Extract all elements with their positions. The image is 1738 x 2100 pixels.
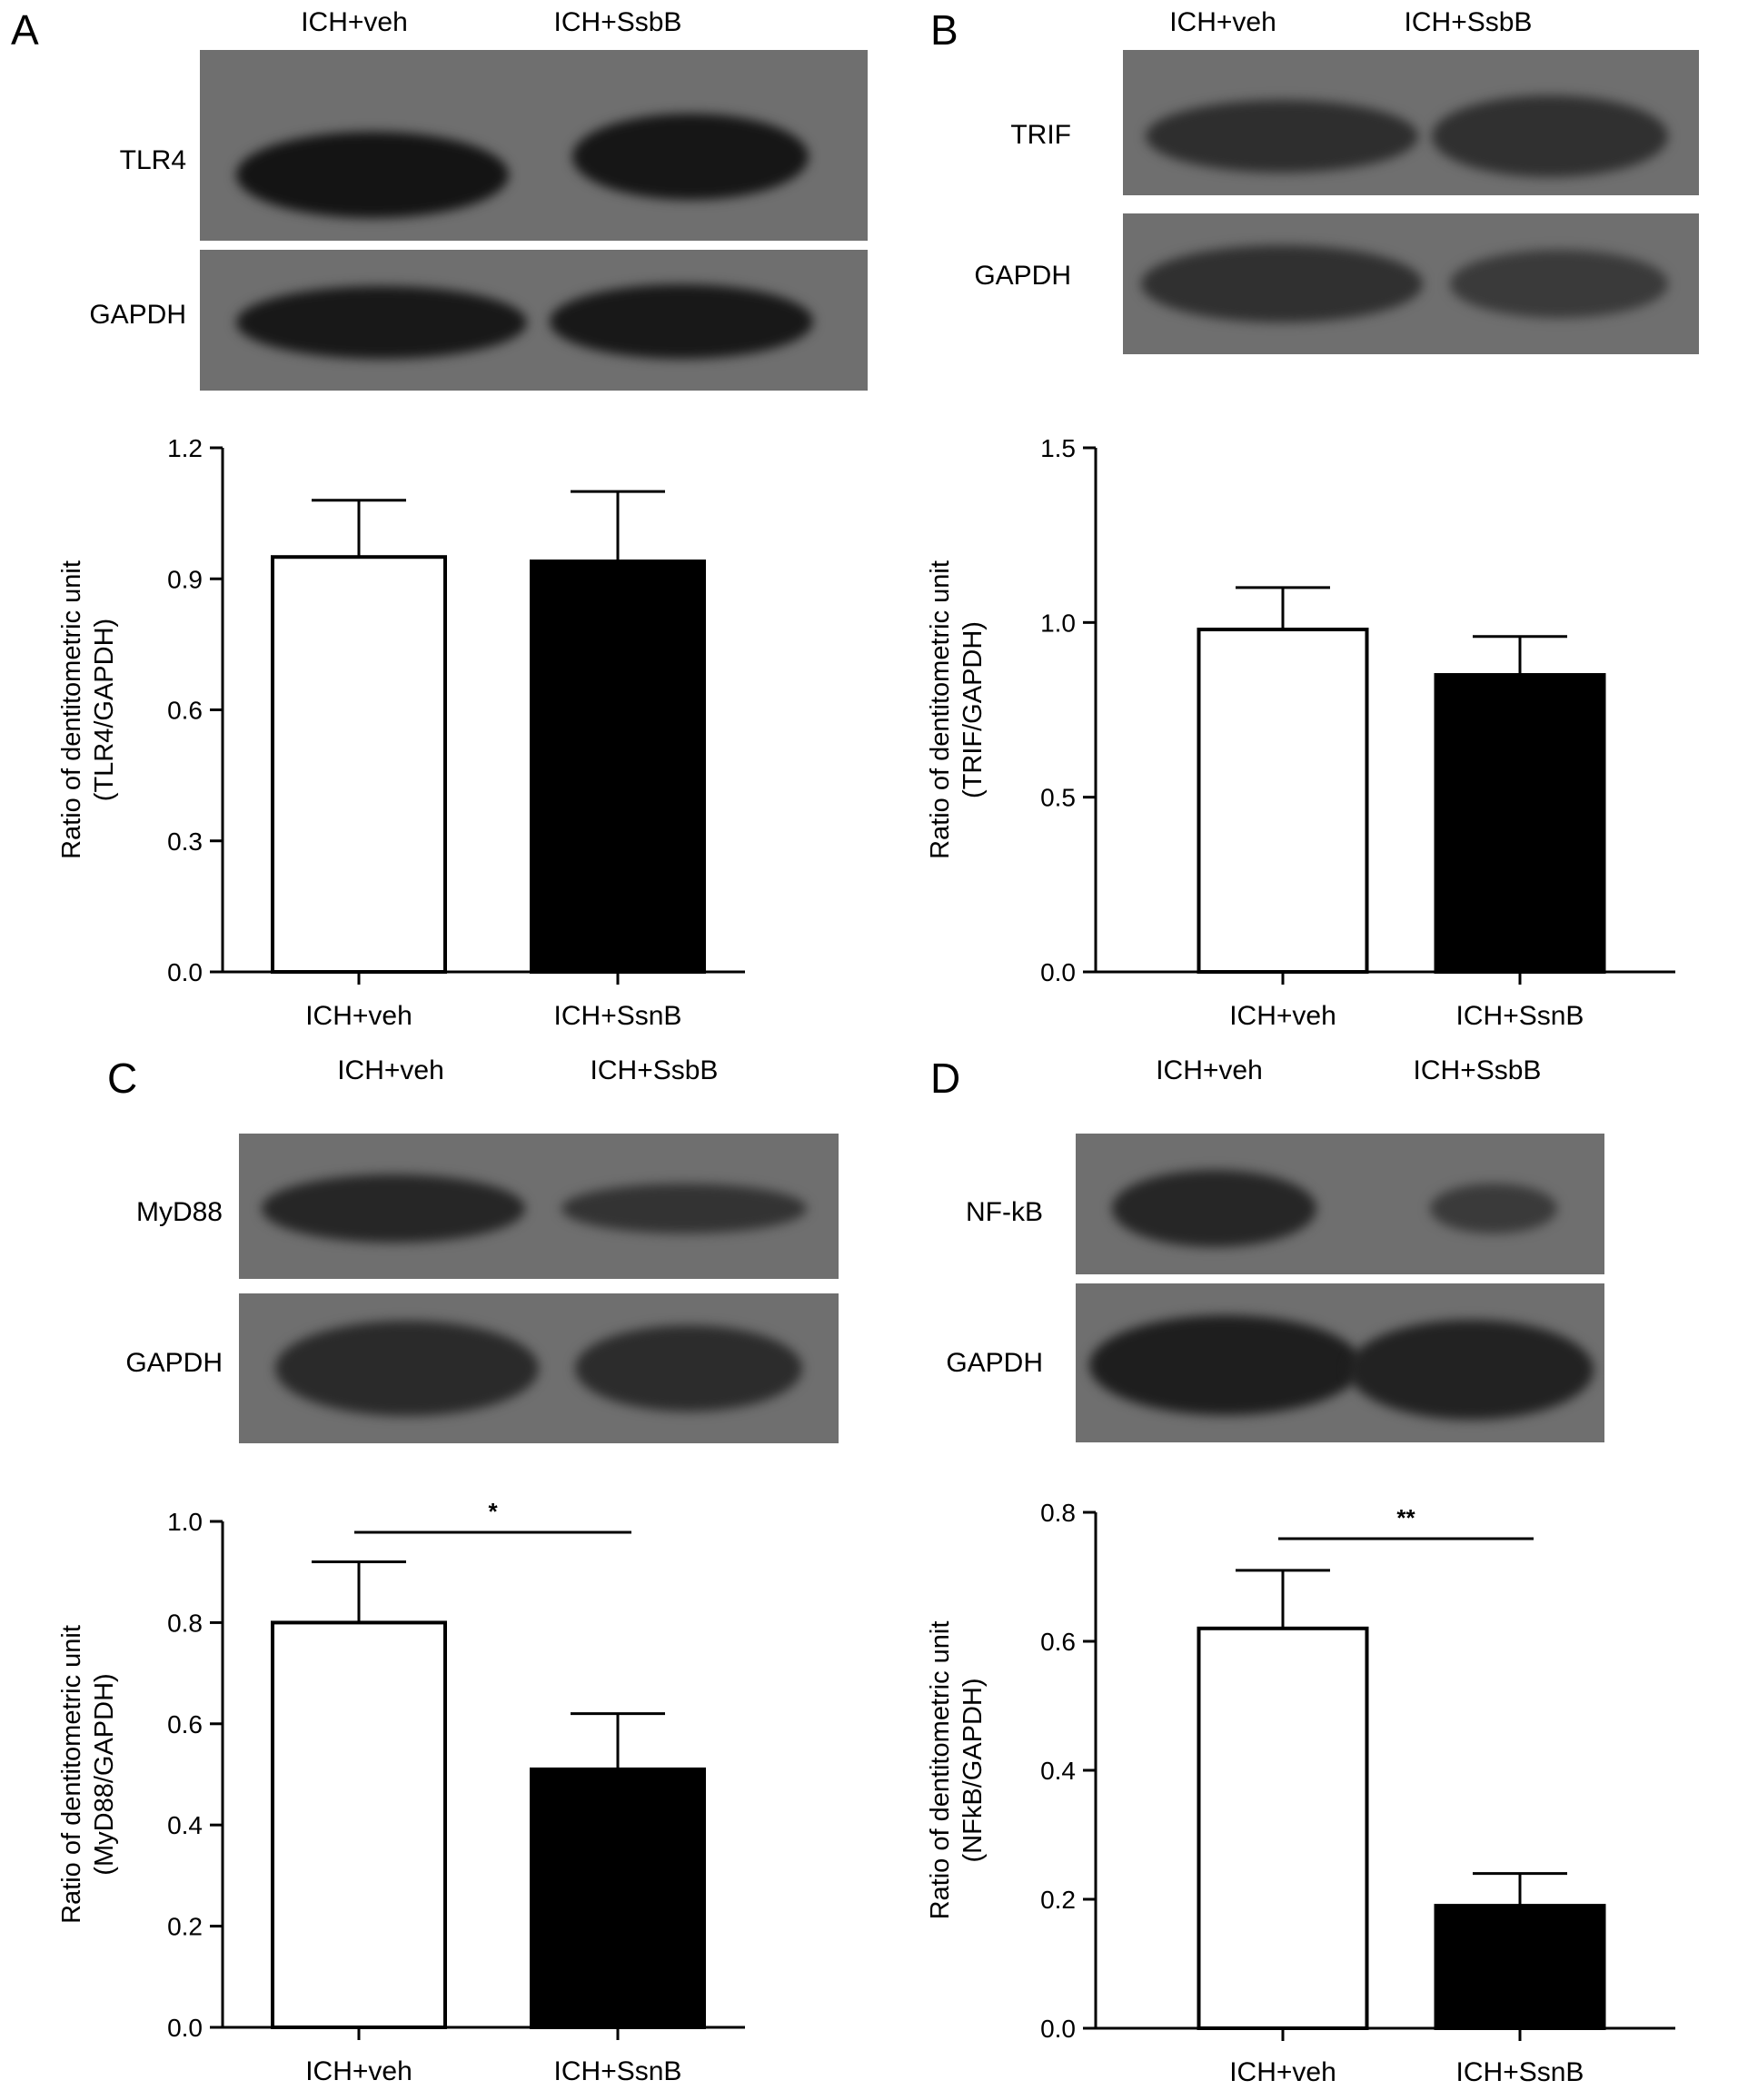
panel-letter: D: [930, 1055, 961, 1102]
x-tick-label: ICH+veh: [305, 2056, 412, 2086]
blot-band: [1089, 1315, 1362, 1415]
blot-band: [275, 1321, 539, 1416]
blot-band: [572, 114, 809, 200]
blot-band: [1430, 1184, 1557, 1233]
blot-band: [236, 132, 509, 218]
panel-letter: A: [11, 6, 39, 54]
western-blot-row-1: [200, 50, 868, 241]
western-blot-row-1: [1123, 50, 1699, 195]
panel-a: A ICH+veh ICH+SsbB TLR4 GAPDH 0.0 0.3 0.6 0…: [0, 0, 869, 1050]
blot-row-label-1: MyD88: [135, 1197, 223, 1227]
bar-1: [271, 1620, 447, 2030]
bar-1: [1197, 628, 1369, 974]
y-tick-label: 0.6: [167, 697, 203, 725]
x-tick-label: ICH+SsnB: [554, 1001, 682, 1031]
y-tick-label: 1.2: [167, 434, 203, 462]
panel-b: B ICH+veh ICH+SsbB TRIF GAPDH 0.0 0.5 1.0 1…: [869, 0, 1737, 1050]
y-axis-label-sub: (MyD88/GAPDH): [90, 1673, 119, 1875]
panel-d: D ICH+veh ICH+SsbB NF-kB GAPDH 0.0 0.2 0.4…: [869, 1050, 1737, 2100]
bar-chart: 0.0 0.2 0.4 0.6 0.8 Ratio of dentitometric un…: [926, 1499, 1675, 2087]
blot-lane-label-2: ICH+SsbB: [1404, 7, 1533, 37]
blot-band: [1112, 1170, 1316, 1247]
y-tick-label: 0.3: [167, 827, 203, 856]
x-tick-label: ICH+veh: [305, 1001, 412, 1031]
western-blot-row-2: [200, 250, 868, 391]
western-blot-row-2: [1076, 1283, 1604, 1442]
y-axis-label: Ratio of dentitometric unit: [57, 560, 86, 859]
blot-band: [1450, 250, 1668, 318]
western-blot-row-2: [239, 1293, 839, 1443]
y-tick-label: 1.5: [1040, 434, 1076, 462]
y-tick-label: 0.2: [1040, 1886, 1076, 1914]
bar-chart: 0.0 0.2 0.4 0.6 0.8 1.0 Ratio of dentitometric…: [57, 1498, 745, 2086]
y-axis-label: Ratio of dentitometric unit: [926, 1621, 955, 1920]
blot-lane-label-1: ICH+veh: [301, 7, 408, 37]
y-axis-label-sub: (TLR4/GAPDH): [90, 619, 119, 801]
blot-row-label-2: GAPDH: [125, 1348, 223, 1378]
blot-lane-label-1: ICH+veh: [337, 1055, 444, 1085]
y-tick-label: 0.6: [167, 1710, 203, 1738]
y-tick-label: 0.8: [1040, 1499, 1076, 1527]
blot-band: [1146, 100, 1418, 173]
x-tick-label: ICH+SsnB: [1456, 2057, 1584, 2087]
y-tick-label: 0.4: [1040, 1757, 1076, 1785]
bar-chart: 0.0 0.5 1.0 1.5 Ratio of dentitometric unit(…: [926, 434, 1675, 1031]
western-blot-row-1: [239, 1134, 839, 1279]
x-tick-label: ICH+veh: [1229, 2057, 1336, 2087]
y-axis-label: Ratio of dentitometric unit: [926, 560, 955, 859]
y-axis-label: Ratio of dentitometric unit: [57, 1625, 86, 1924]
y-tick-label: 1.0: [1040, 609, 1076, 637]
y-axis-label-sub: (NFkB/GAPDH): [958, 1679, 988, 1863]
blot-band: [575, 1325, 802, 1412]
bar-2: [530, 560, 706, 974]
blot-lane-label-1: ICH+veh: [1156, 1055, 1263, 1085]
blot-row-label-1: NF-kB: [966, 1197, 1043, 1227]
y-tick-label: 0.0: [1040, 2015, 1076, 2043]
western-blot-row-2: [1123, 213, 1699, 354]
y-tick-label: 0.0: [167, 958, 203, 986]
blot-band: [236, 286, 527, 359]
y-tick-label: 0.9: [167, 565, 203, 593]
blot-band: [1348, 1320, 1594, 1420]
y-tick-label: 0.0: [1040, 958, 1076, 986]
significance-marker: **: [1396, 1504, 1415, 1531]
blot-band: [262, 1174, 525, 1243]
y-axis-label-sub: (TRIF/GAPDH): [958, 621, 988, 798]
y-tick-label: 0.8: [167, 1609, 203, 1637]
y-tick-label: 0.6: [1040, 1628, 1076, 1656]
bar-2: [1434, 1904, 1606, 2030]
y-tick-label: 0.4: [167, 1811, 203, 1839]
y-tick-label: 1.0: [167, 1508, 203, 1536]
blot-band: [561, 1184, 807, 1233]
x-tick-label: ICH+SsnB: [1456, 1001, 1584, 1031]
bar-2: [530, 1767, 706, 2029]
x-tick-label: ICH+SsnB: [554, 2056, 682, 2086]
panel-letter: B: [930, 6, 958, 54]
blot-lane-label-2: ICH+SsbB: [590, 1055, 719, 1085]
western-blot-row-1: [1076, 1134, 1604, 1274]
blot-band: [1432, 95, 1668, 177]
bar-1: [271, 555, 447, 974]
blot-lane-label-2: ICH+SsbB: [1413, 1055, 1542, 1085]
bar-chart: 0.0 0.3 0.6 0.9 1.2 Ratio of dentitometric un…: [57, 434, 745, 1031]
significance-marker: *: [488, 1498, 498, 1525]
blot-row-label-2: GAPDH: [974, 261, 1071, 291]
panel-letter: C: [107, 1055, 138, 1102]
bar-2: [1434, 673, 1606, 974]
blot-row-label-2: GAPDH: [89, 300, 186, 330]
y-tick-label: 0.5: [1040, 784, 1076, 812]
y-tick-label: 0.2: [167, 1913, 203, 1941]
blot-lane-label-2: ICH+SsbB: [553, 7, 682, 37]
blot-row-label-1: TRIF: [1010, 120, 1071, 150]
blot-band: [550, 284, 813, 359]
bar-1: [1197, 1626, 1369, 2030]
y-tick-label: 0.0: [167, 2014, 203, 2042]
x-tick-label: ICH+veh: [1229, 1001, 1336, 1031]
blot-row-label-2: GAPDH: [946, 1348, 1043, 1378]
panel-c: C ICH+veh ICH+SsbB MyD88 GAPDH 0.0 0.2 0.4…: [0, 1050, 869, 2100]
blot-band: [1141, 245, 1423, 322]
blot-lane-label-1: ICH+veh: [1169, 7, 1276, 37]
blot-row-label-1: TLR4: [119, 145, 186, 175]
